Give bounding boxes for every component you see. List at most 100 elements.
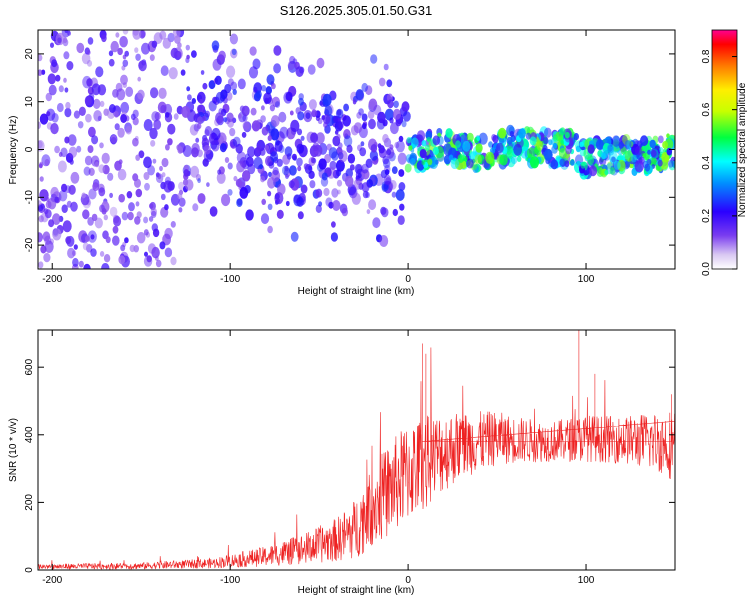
spectrogram-blob — [242, 121, 250, 131]
spectrogram-blob — [141, 42, 150, 55]
spectrogram-blob — [109, 206, 118, 217]
spectrogram-blob — [558, 147, 568, 159]
spectrogram-blob — [73, 244, 78, 250]
spectrogram-blob — [103, 214, 109, 221]
spectrogram-blob — [247, 146, 256, 158]
spectrogram-blob — [600, 148, 609, 160]
spectrogram-blob — [48, 84, 57, 96]
spectrogram-blob — [300, 135, 305, 141]
spectrogram-blob — [276, 198, 280, 204]
spectrogram-blob — [448, 154, 454, 161]
spectrogram-blob — [344, 175, 354, 187]
spectrogram-blob — [343, 129, 351, 140]
spectrogram-blob — [199, 99, 204, 104]
spectrogram-blob — [640, 135, 649, 147]
spectrogram-ytick-label: 0 — [24, 146, 35, 152]
spectrogram-blob — [271, 82, 276, 90]
spectrogram-blob — [121, 211, 129, 221]
spectrogram-blob — [309, 180, 316, 189]
spectrogram-blob — [206, 182, 210, 188]
spectrogram-blob — [499, 137, 505, 145]
spectrogram-blob — [260, 115, 266, 123]
spectrogram-blob — [165, 144, 170, 151]
colorbar-ticks: 0.0 0.2 0.4 0.6 0.8 — [701, 49, 737, 276]
spectrogram-blob — [647, 149, 651, 155]
spectrogram-blob — [164, 227, 173, 240]
spectrogram-blob — [62, 220, 72, 233]
colorbar-label: Normalized spectral amplitude — [737, 82, 748, 217]
spectrogram-blob — [63, 51, 70, 60]
spectrogram-blob — [85, 113, 92, 123]
spectrogram-blob — [509, 130, 515, 137]
spectrogram-blob — [397, 215, 405, 226]
spectrogram-blob — [368, 118, 376, 130]
spectrogram-blob — [260, 175, 266, 183]
spectrogram-blob — [52, 228, 62, 241]
spectrogram-blob — [398, 182, 406, 191]
spectrogram-blob — [144, 182, 150, 191]
spectrogram-blob — [274, 140, 283, 152]
spectrogram-blob — [272, 96, 280, 108]
spectrogram-blob — [39, 113, 49, 125]
spectrogram-blob — [357, 173, 362, 178]
spectrogram-blob — [64, 107, 72, 118]
spectrogram-blob — [151, 246, 160, 259]
spectrogram-blob — [259, 147, 266, 156]
spectrogram-blob — [180, 69, 186, 76]
spectrogram-blob — [600, 168, 606, 176]
spectrogram-blob — [178, 207, 183, 213]
spectrogram-blob — [91, 213, 98, 222]
spectrogram-blob — [187, 94, 192, 101]
spectrogram-blob — [587, 144, 595, 154]
spectrogram-blob — [345, 168, 353, 179]
spectrogram-blob — [389, 117, 394, 124]
spectrogram-blob — [347, 153, 356, 164]
spectrogram-blob — [296, 196, 304, 207]
spectrogram-blob — [61, 183, 68, 193]
spectrogram-blob — [587, 155, 595, 165]
spectrogram-blob — [66, 61, 74, 71]
spectrogram-blob — [560, 139, 565, 146]
spectrogram-blob — [197, 193, 206, 204]
spectrogram-blob — [99, 100, 105, 107]
spectrogram-blob — [109, 104, 116, 113]
spectrogram-blob — [219, 143, 227, 153]
spectrogram-blob — [65, 236, 72, 245]
spectrogram-blob — [634, 146, 642, 156]
spectrogram-blob — [270, 151, 279, 162]
spectrogram-blob — [186, 86, 191, 92]
spectrogram-blob — [488, 141, 493, 148]
spectrogram-blob — [391, 191, 397, 198]
spectrogram-blob — [432, 146, 439, 155]
spectrogram-blob — [379, 235, 389, 247]
spectrogram-blob — [297, 165, 302, 172]
spectrogram-blob — [92, 182, 100, 192]
spectrogram-blob — [267, 225, 273, 234]
spectrogram-blob — [411, 137, 419, 148]
spectrogram-blob — [197, 91, 206, 104]
spectrogram-blob — [232, 89, 237, 95]
spectrogram-blob — [255, 90, 262, 99]
spectrogram-blob — [667, 159, 674, 168]
spectrogram-blob — [311, 109, 318, 118]
spectrogram-blob — [242, 114, 248, 122]
spectrogram-ytick-label: 20 — [24, 48, 35, 60]
spectrogram-blob — [355, 89, 364, 101]
spectrogram-blob — [296, 128, 303, 136]
spectrogram-blob — [457, 154, 465, 163]
spectrogram-blob — [389, 180, 397, 190]
spectrogram-blob — [332, 115, 339, 123]
spectrogram-blob — [287, 60, 295, 71]
spectrogram-blob — [81, 192, 86, 199]
spectrogram-blob — [330, 232, 338, 242]
snr-panel: -200 -100 0 100 0 200 400 600 Height of straigh… — [8, 329, 676, 596]
spectrogram-blob — [140, 30, 146, 38]
spectrogram-blob — [409, 158, 416, 166]
spectrogram-blob — [82, 75, 92, 89]
spectrogram-blob — [155, 259, 162, 268]
spectrogram-blob — [65, 101, 71, 110]
spectrogram-blob — [218, 50, 226, 61]
spectrogram-blob — [401, 120, 407, 128]
